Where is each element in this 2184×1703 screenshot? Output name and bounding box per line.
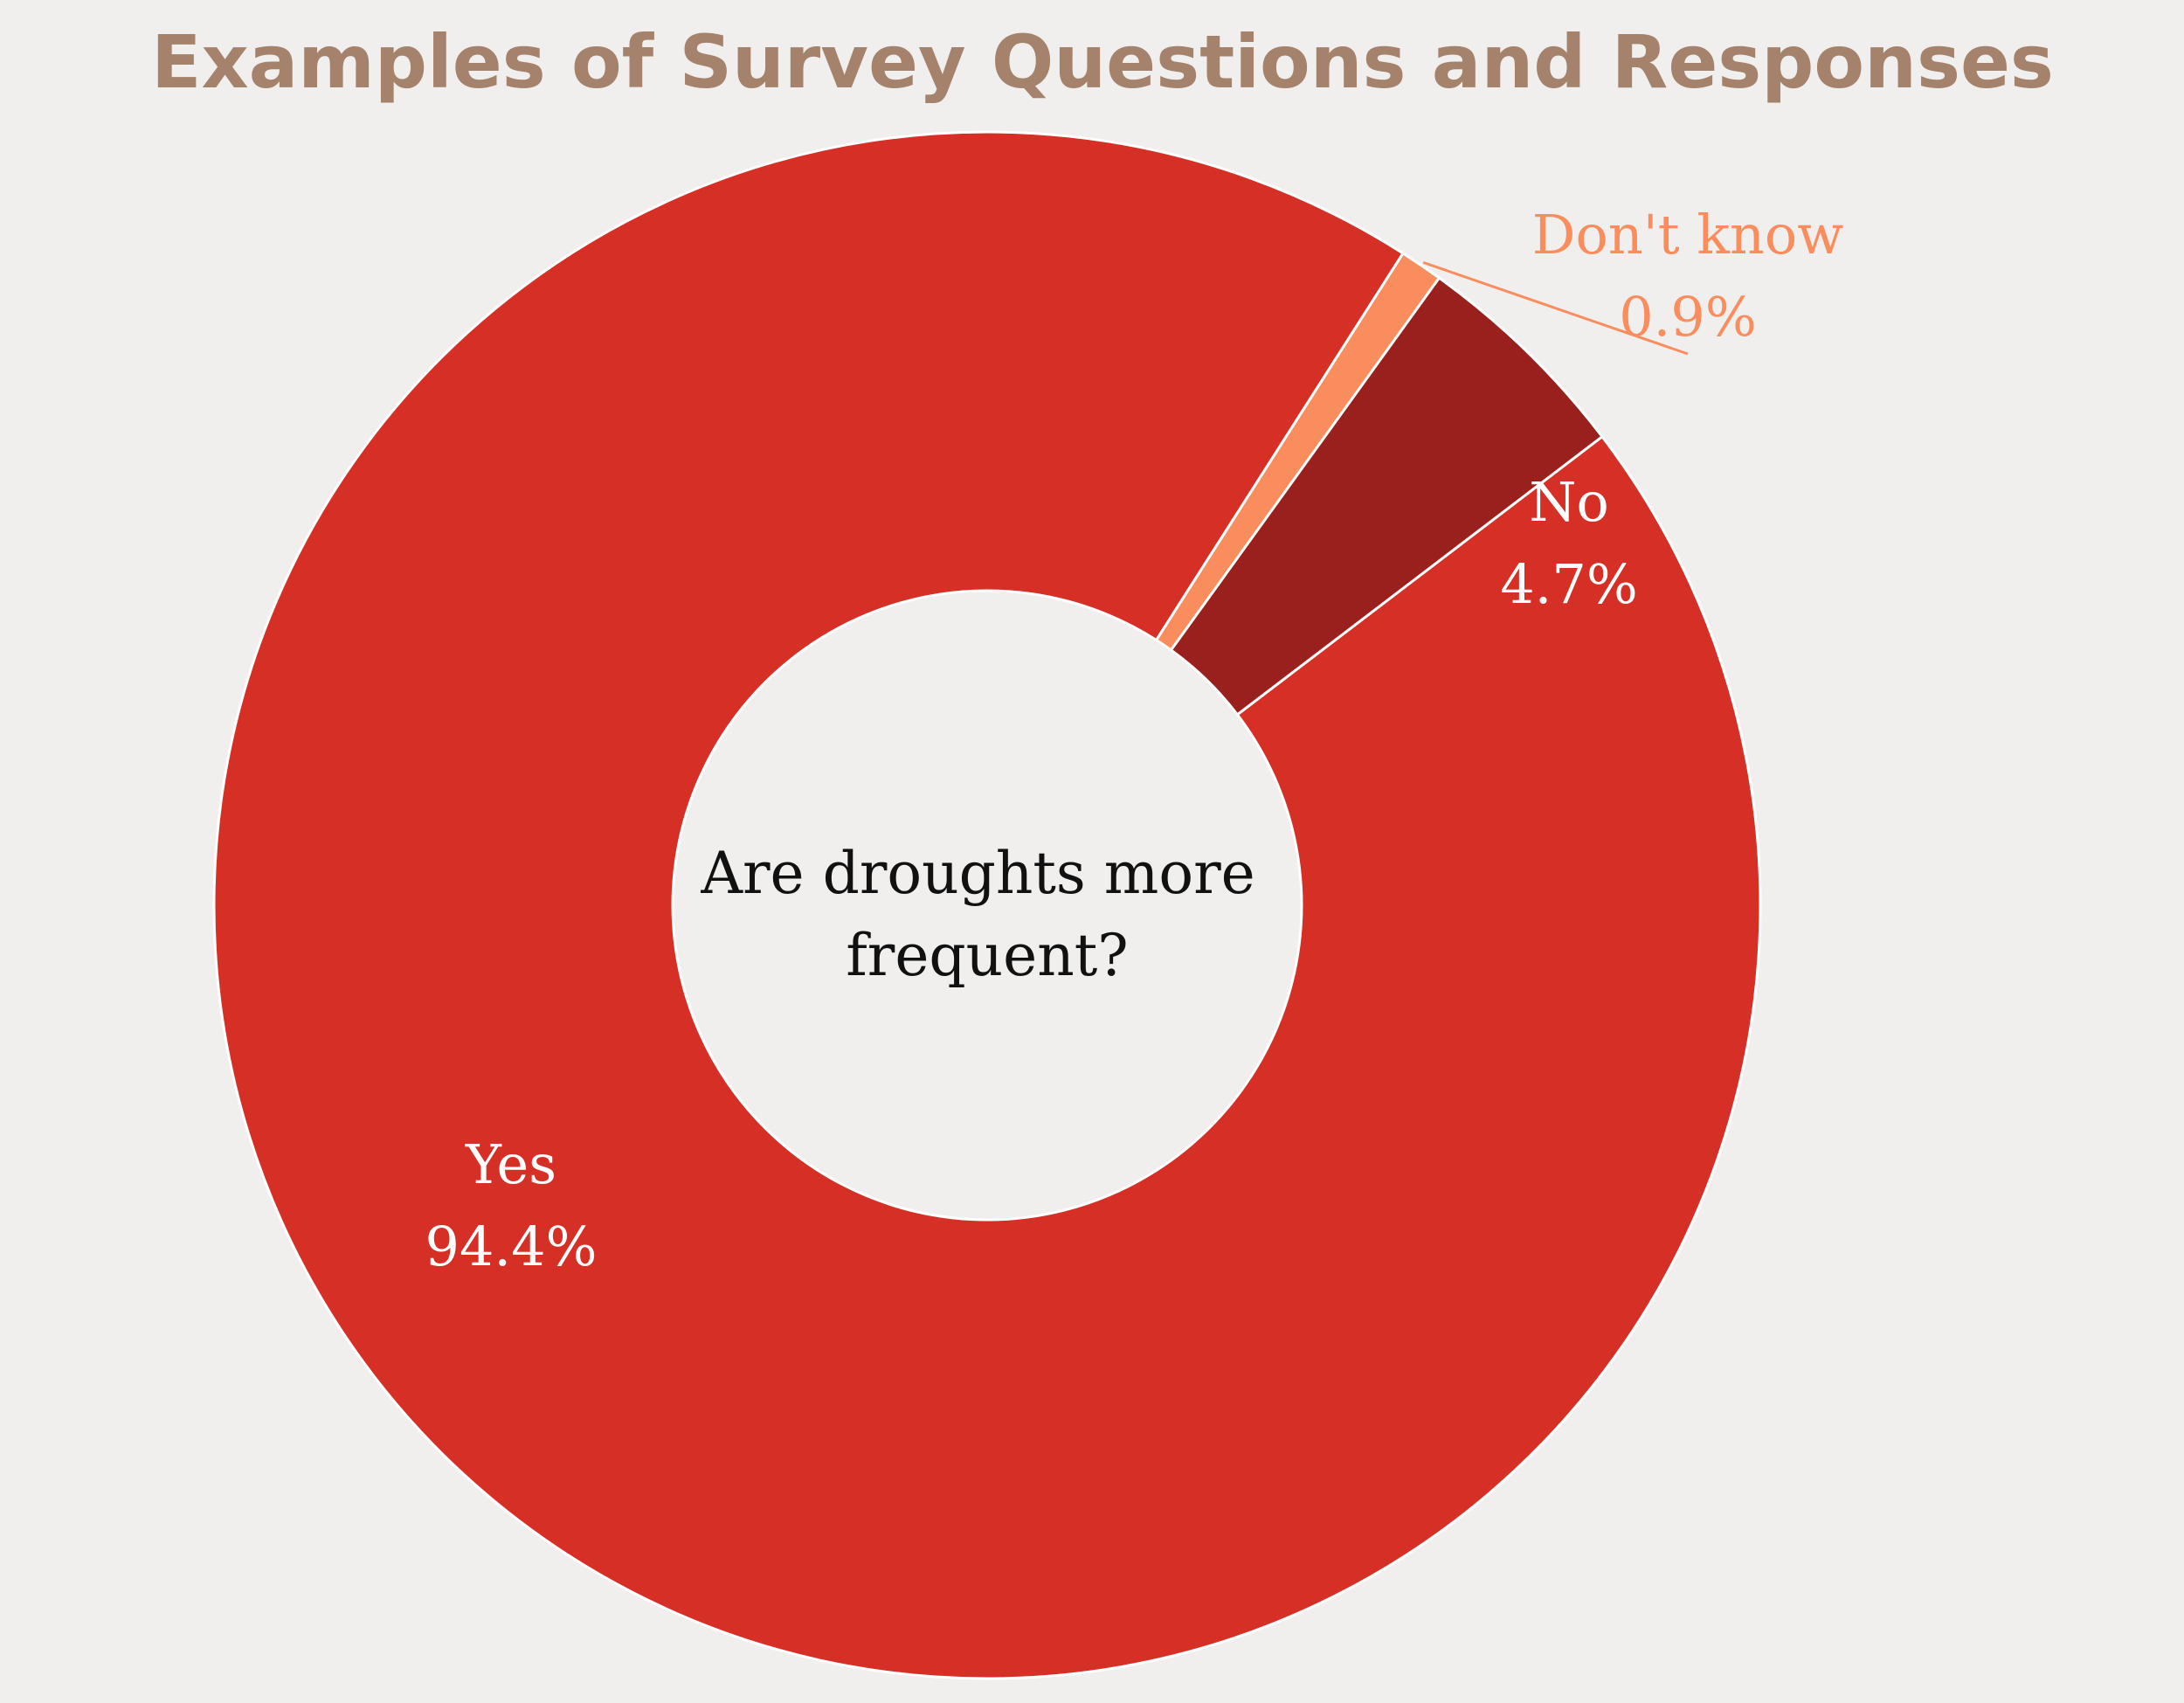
slices-group [212, 130, 1762, 1680]
center-question-line-1: Are droughts more [700, 840, 1254, 907]
center-question-line-2: frequent? [846, 922, 1128, 989]
slice-label-yes: Yes [465, 1132, 556, 1196]
slice-yes [212, 130, 1762, 1680]
center-question: Are droughts more frequent? [700, 840, 1273, 989]
labels-group: Yes 94.4% Don't know 0.9% No 4.7% [425, 203, 1844, 1278]
leader-line-don-t-know [1422, 260, 1689, 356]
slice-no [1169, 275, 1605, 717]
slice-value-no: 4.7% [1500, 552, 1638, 616]
chart-title: Examples of Survey Questions and Respons… [151, 19, 2054, 105]
slice-value-don-t-know: 0.9% [1619, 285, 1757, 349]
slice-label-no: No [1529, 470, 1609, 534]
slice-value-yes: 94.4% [425, 1215, 598, 1278]
slice-label-don-t-know: Don't know [1532, 203, 1844, 267]
